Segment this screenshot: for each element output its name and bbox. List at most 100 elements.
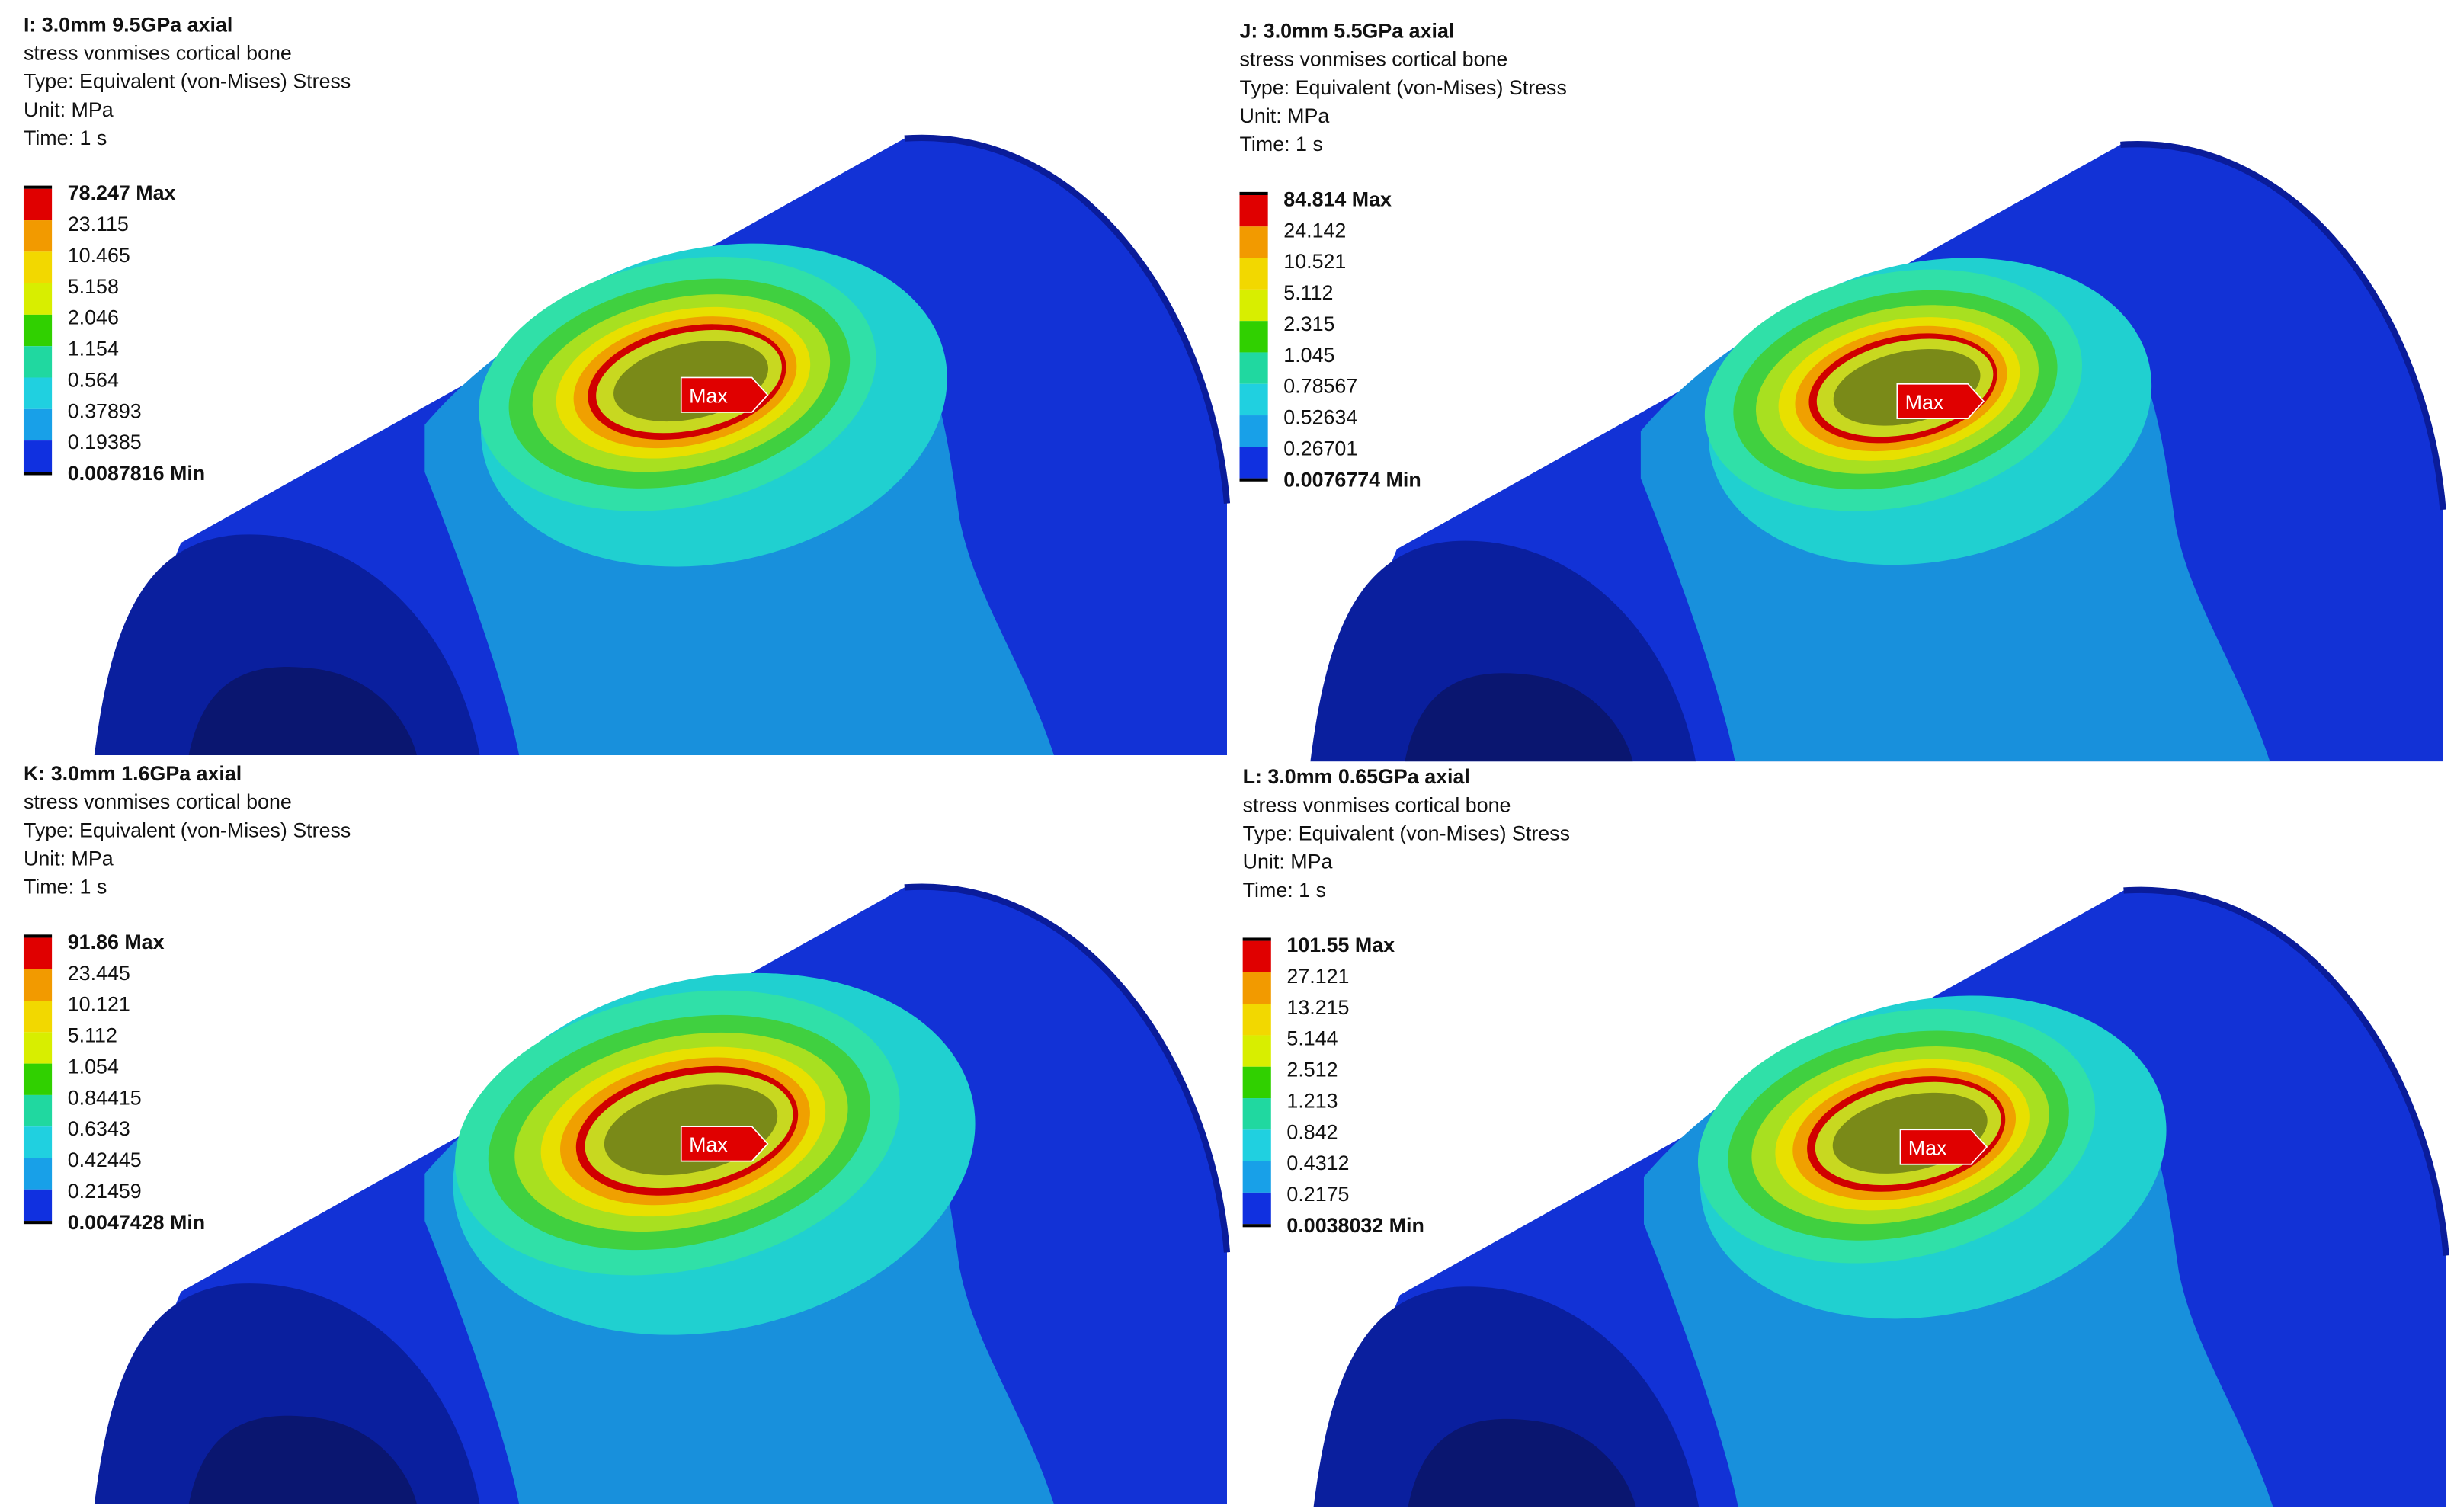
tube-end	[94, 1283, 480, 1504]
legend-swatch	[23, 251, 53, 284]
info-line: Type: Equivalent (von-Mises) Stress	[24, 818, 351, 841]
legend-swatch	[23, 220, 53, 252]
tube-end	[94, 534, 480, 755]
legend-swatch	[1239, 258, 1268, 290]
legend-label: 91.86 Max	[68, 931, 165, 953]
legend-swatch	[23, 1094, 53, 1127]
bone-edge	[2120, 141, 2446, 511]
info-line: Unit: MPa	[1243, 850, 1333, 873]
legend-cap-top	[23, 934, 53, 938]
legend-label: 0.84415	[68, 1086, 142, 1109]
legend-label: 5.112	[68, 1024, 117, 1047]
model: Max	[1313, 886, 2449, 1507]
legend-label: 5.158	[68, 275, 119, 298]
legend-swatch	[1242, 1129, 1271, 1161]
probe-flag	[680, 376, 769, 413]
legend-swatch	[23, 969, 53, 1001]
legend-cap-bottom	[23, 472, 53, 476]
panel-title: J: 3.0mm 5.5GPa axial	[1240, 20, 1455, 43]
info-line: stress vonmises cortical bone	[24, 790, 292, 813]
legend-swatch	[23, 937, 53, 969]
legend-label: 13.215	[1286, 996, 1349, 1019]
legend-swatch	[1242, 940, 1271, 972]
panel: Max L: 3.0mm 0.65GPa axial stress vonmises…	[1242, 765, 2449, 1507]
panel-title: L: 3.0mm 0.65GPa axial	[1243, 765, 1470, 788]
tube-end	[1313, 1286, 1700, 1507]
legend-label: 0.21459	[68, 1180, 142, 1203]
legend-swatch	[1239, 447, 1268, 479]
legend-label: 10.121	[68, 993, 130, 1016]
legend-label: 0.6343	[68, 1117, 130, 1140]
legend-swatch	[1242, 972, 1271, 1004]
info-line: Time: 1 s	[1243, 879, 1326, 902]
legend-label: 27.121	[1286, 965, 1349, 988]
legend-swatch	[1239, 321, 1268, 353]
legend-swatch	[23, 440, 53, 472]
legend-cap-top	[1242, 937, 1271, 941]
legend-swatch	[1239, 383, 1268, 416]
legend-label: 0.0047428 Min	[68, 1211, 205, 1234]
legend-label: 0.2175	[1286, 1183, 1349, 1206]
info-line: Time: 1 s	[24, 127, 107, 149]
legend-label: 2.315	[1283, 312, 1334, 335]
legend-cap-bottom	[1242, 1224, 1271, 1228]
info-line: stress vonmises cortical bone	[1243, 793, 1511, 816]
probe-flag	[1899, 1129, 1988, 1165]
legend-label: 78.247 Max	[68, 181, 176, 204]
legend-label: 0.0087816 Min	[68, 462, 205, 485]
legend-label: 2.046	[68, 306, 119, 329]
legend-swatch	[23, 346, 53, 378]
legend-swatch	[23, 377, 53, 409]
info-line: stress vonmises cortical bone	[1240, 48, 1508, 71]
bone-edge	[904, 134, 1231, 504]
info-line: Unit: MPa	[1240, 104, 1330, 127]
legend-label: 1.054	[68, 1055, 119, 1078]
legend-cap-bottom	[1239, 478, 1268, 482]
model: Max	[94, 883, 1231, 1504]
tube-hole	[1405, 673, 1633, 762]
legend-swatch	[1242, 1192, 1271, 1225]
legend-label: 0.42445	[68, 1148, 142, 1171]
tube-hole	[1408, 1418, 1636, 1507]
legend-swatch	[1242, 1004, 1271, 1036]
probe-label: Max	[1908, 1136, 1947, 1159]
legend-swatch	[23, 1189, 53, 1222]
legend-swatch	[1239, 289, 1268, 322]
legend-swatch	[1239, 195, 1268, 227]
info-line: Type: Equivalent (von-Mises) Stress	[1240, 76, 1567, 99]
legend-swatch	[1239, 352, 1268, 384]
legend-label: 0.19385	[68, 431, 142, 453]
legend-label: 0.0038032 Min	[1286, 1214, 1424, 1237]
legend-label: 23.115	[68, 213, 129, 235]
legend-label: 0.37893	[68, 399, 142, 422]
probe-label: Max	[689, 385, 728, 408]
legend-label: 0.564	[68, 368, 119, 391]
bone-edge	[2123, 886, 2449, 1256]
probe-flag	[680, 1126, 769, 1162]
info-line: Type: Equivalent (von-Mises) Stress	[1243, 822, 1570, 844]
tube-hole	[188, 1415, 417, 1504]
legend-label: 1.154	[68, 338, 119, 360]
bone-edge	[904, 883, 1231, 1253]
legend-swatch	[1242, 1161, 1271, 1193]
probe-label: Max	[1905, 391, 1944, 414]
legend-label: 101.55 Max	[1286, 934, 1395, 956]
legend-label: 0.52634	[1283, 406, 1357, 429]
tube-hole	[188, 667, 417, 755]
legend-swatch	[23, 1032, 53, 1064]
legend-label: 5.112	[1283, 281, 1333, 304]
info-line: Time: 1 s	[24, 876, 107, 899]
panel: Max K: 3.0mm 1.6GPa axial stress vonmises …	[23, 762, 1231, 1504]
legend-label: 0.0076774 Min	[1283, 468, 1421, 491]
legend-swatch	[1239, 415, 1268, 447]
legend-label: 5.144	[1286, 1027, 1338, 1050]
legend-label: 2.512	[1286, 1059, 1338, 1081]
panel: Max J: 3.0mm 5.5GPa axial stress vonmises …	[1239, 20, 2446, 762]
legend-swatch	[1242, 1066, 1271, 1099]
legend-swatch	[1239, 226, 1268, 258]
legend-label: 0.4312	[1286, 1152, 1349, 1174]
legend-label: 84.814 Max	[1283, 187, 1392, 210]
legend-cap-bottom	[23, 1221, 53, 1225]
